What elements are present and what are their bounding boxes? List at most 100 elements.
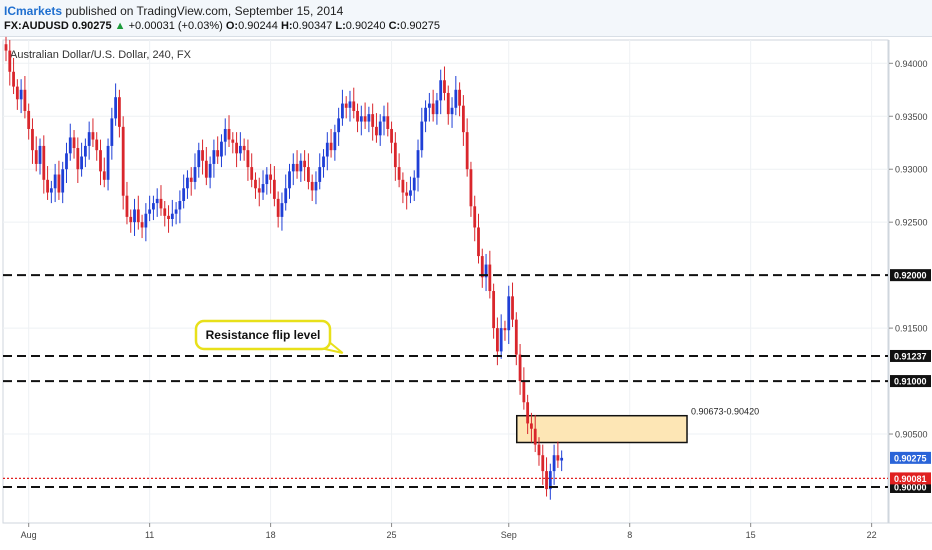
candle-body[interactable] (367, 114, 370, 121)
candle-body[interactable] (250, 167, 253, 180)
candle-body[interactable] (439, 80, 442, 100)
candle-body[interactable] (534, 429, 537, 445)
candle-body[interactable] (42, 146, 45, 180)
candle-body[interactable] (24, 90, 27, 111)
candle-body[interactable] (141, 222, 144, 227)
candle-body[interactable] (473, 206, 476, 227)
candle-body[interactable] (299, 161, 302, 172)
candle-body[interactable] (432, 104, 435, 115)
candle-body[interactable] (311, 182, 314, 190)
candle-body[interactable] (405, 193, 408, 196)
candle-body[interactable] (12, 72, 15, 87)
plot-area[interactable] (3, 40, 888, 523)
candle-body[interactable] (80, 157, 83, 170)
supply-zone[interactable] (517, 416, 687, 443)
candle-body[interactable] (352, 101, 355, 111)
candle-body[interactable] (95, 140, 98, 151)
candle-body[interactable] (16, 87, 19, 100)
candle-body[interactable] (447, 93, 450, 114)
candle-body[interactable] (231, 140, 234, 143)
candle-body[interactable] (205, 161, 208, 178)
candle-body[interactable] (99, 150, 102, 171)
candle-body[interactable] (413, 178, 416, 191)
candle-body[interactable] (394, 143, 397, 167)
candle-body[interactable] (107, 146, 110, 180)
candle-body[interactable] (281, 203, 284, 217)
candle-body[interactable] (197, 150, 200, 167)
candle-body[interactable] (409, 190, 412, 195)
candle-body[interactable] (375, 127, 378, 135)
candle-body[interactable] (420, 122, 423, 151)
candle-body[interactable] (322, 157, 325, 168)
candle-body[interactable] (27, 111, 30, 129)
candle-body[interactable] (364, 116, 367, 121)
candle-body[interactable] (5, 44, 8, 50)
candle-body[interactable] (133, 209, 136, 222)
candle-body[interactable] (20, 90, 23, 100)
candle-body[interactable] (477, 227, 480, 256)
candle-body[interactable] (402, 180, 405, 193)
candle-body[interactable] (519, 355, 522, 381)
candle-body[interactable] (492, 291, 495, 328)
candle-body[interactable] (515, 320, 518, 355)
candle-body[interactable] (277, 199, 280, 217)
candle-body[interactable] (496, 328, 499, 351)
candle-body[interactable] (129, 217, 132, 222)
candle-body[interactable] (507, 296, 510, 330)
candle-body[interactable] (545, 471, 548, 489)
candle-body[interactable] (84, 146, 87, 157)
candle-body[interactable] (470, 169, 473, 206)
candle-body[interactable] (110, 118, 113, 146)
candle-body[interactable] (160, 199, 163, 209)
candle-body[interactable] (371, 114, 374, 127)
candle-body[interactable] (458, 90, 461, 106)
candle-body[interactable] (511, 296, 514, 319)
candle-body[interactable] (428, 104, 431, 108)
candle-body[interactable] (556, 455, 559, 460)
candle-body[interactable] (488, 265, 491, 291)
candle-body[interactable] (288, 171, 291, 188)
candle-body[interactable] (526, 402, 529, 423)
candle-body[interactable] (500, 328, 503, 351)
candle-body[interactable] (235, 143, 238, 154)
candle-body[interactable] (451, 108, 454, 114)
candle-body[interactable] (8, 51, 11, 72)
candle-body[interactable] (330, 143, 333, 150)
candle-body[interactable] (522, 381, 525, 402)
candle-body[interactable] (462, 106, 465, 132)
candle-body[interactable] (553, 455, 556, 471)
candle-body[interactable] (178, 201, 181, 209)
candle-body[interactable] (213, 150, 216, 164)
candle-body[interactable] (296, 164, 299, 171)
candle-body[interactable] (417, 150, 420, 178)
candle-body[interactable] (239, 146, 242, 153)
candle-body[interactable] (216, 150, 219, 156)
candle-body[interactable] (73, 137, 76, 148)
candle-body[interactable] (390, 129, 393, 143)
candle-body[interactable] (50, 188, 53, 192)
candle-body[interactable] (69, 137, 72, 153)
candle-body[interactable] (454, 90, 457, 108)
candle-body[interactable] (265, 175, 268, 185)
candle-body[interactable] (504, 328, 507, 330)
candle-body[interactable] (262, 184, 265, 192)
candle-body[interactable] (383, 116, 386, 121)
candle-body[interactable] (254, 180, 257, 188)
candle-body[interactable] (171, 214, 174, 219)
candle-body[interactable] (307, 167, 310, 182)
candle-body[interactable] (341, 104, 344, 119)
candle-body[interactable] (126, 196, 129, 217)
candle-body[interactable] (398, 167, 401, 180)
candle-body[interactable] (144, 214, 147, 228)
candle-body[interactable] (466, 132, 469, 169)
candle-body[interactable] (315, 182, 318, 190)
candle-body[interactable] (163, 208, 166, 215)
candle-body[interactable] (228, 129, 231, 140)
candle-body[interactable] (436, 100, 439, 114)
candle-body[interactable] (58, 175, 61, 193)
candle-body[interactable] (345, 104, 348, 108)
candle-body[interactable] (35, 150, 38, 164)
candle-body[interactable] (284, 188, 287, 203)
candle-body[interactable] (39, 146, 42, 164)
candle-body[interactable] (349, 101, 352, 107)
